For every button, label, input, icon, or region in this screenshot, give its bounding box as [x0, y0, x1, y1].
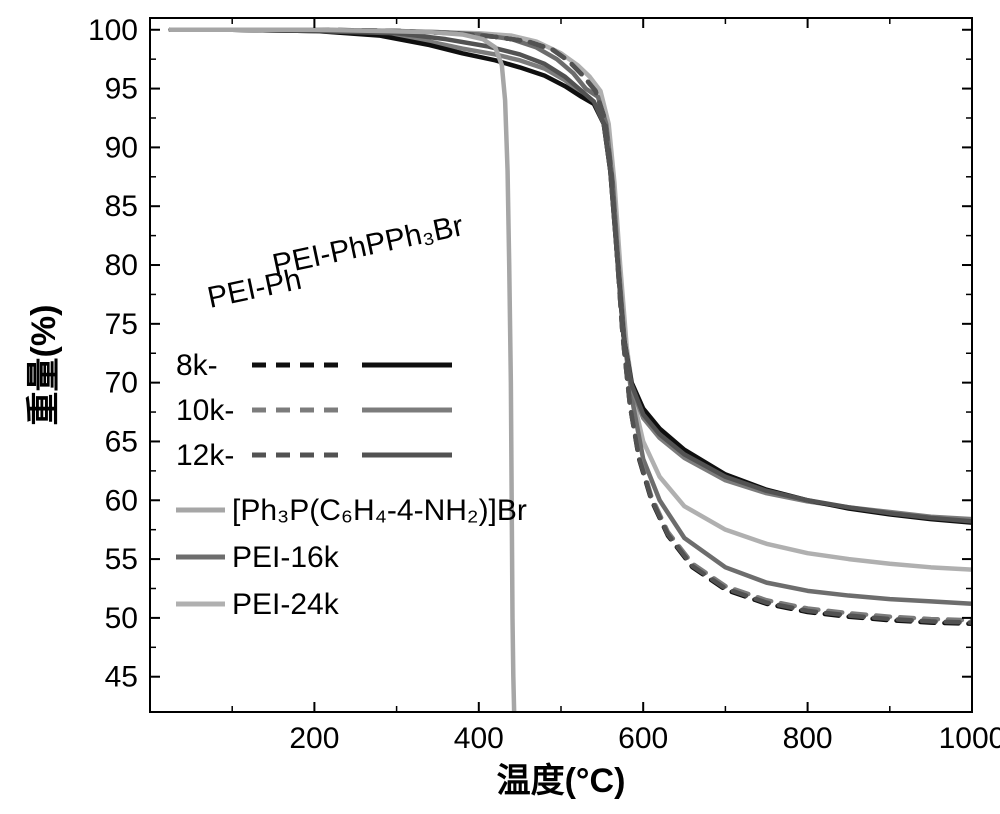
text-element: 85	[105, 190, 138, 223]
text-element: 70	[105, 367, 138, 400]
text-element: 50	[105, 602, 138, 635]
text-element: 60	[105, 484, 138, 517]
text-element: 100	[88, 14, 138, 47]
text-element: 45	[105, 661, 138, 694]
legend-extra-label: [Ph₃P(C₆H₄-4-NH₂)]Br	[232, 494, 527, 527]
text-element: 重量(%)	[25, 305, 63, 426]
text-element: 800	[783, 722, 833, 755]
legend-extra-label: PEI-16k	[232, 541, 340, 574]
text-element: 95	[105, 73, 138, 106]
text-element: 90	[105, 131, 138, 164]
legend-row-label: 12k-	[176, 439, 234, 472]
legend-extra-label: PEI-24k	[232, 588, 340, 621]
text-element: 温度(°C)	[497, 762, 626, 800]
text-element: 400	[454, 722, 504, 755]
text-element: 55	[105, 543, 138, 576]
text-element: 600	[618, 722, 668, 755]
text-element: 200	[289, 722, 339, 755]
text-element: 80	[105, 249, 138, 282]
text-element: 75	[105, 308, 138, 341]
legend-row-label: 8k-	[176, 349, 218, 382]
chart-svg: 200 400 600 800 1000 45 50 55 60 65 70 75 80 85 90 95 10…	[0, 0, 1000, 814]
text-element: 1000	[939, 722, 1000, 755]
text-element: 65	[105, 425, 138, 458]
legend-row-label: 10k-	[176, 394, 234, 427]
tga-chart: 200 400 600 800 1000 45 50 55 60 65 70 75 80 85 90 95 10…	[0, 0, 1000, 814]
